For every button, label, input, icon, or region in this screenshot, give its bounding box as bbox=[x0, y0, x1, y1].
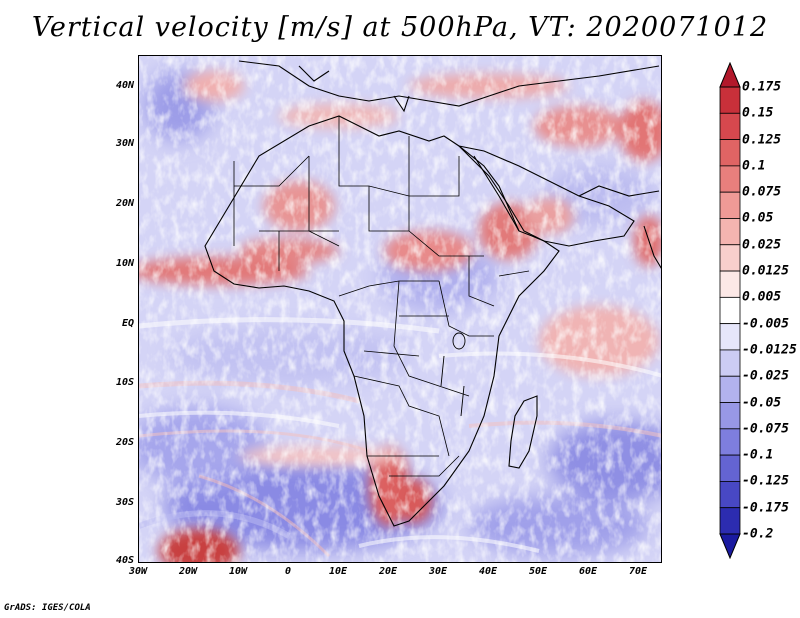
map-title: Vertical velocity [m/s] at 500hPa, VT: 2… bbox=[31, 12, 769, 43]
lat-tick-label: 40S bbox=[115, 555, 134, 566]
lat-tick-label: 20N bbox=[115, 198, 134, 209]
noise-overlay bbox=[139, 56, 661, 562]
colorbar-cell bbox=[719, 165, 741, 193]
coastlines bbox=[204, 60, 661, 527]
colorbar-cell bbox=[719, 507, 741, 535]
colorbar-label: -0.175 bbox=[742, 500, 789, 516]
colorbar-cell bbox=[719, 349, 741, 377]
lon-tick-label: 70E bbox=[628, 566, 648, 577]
colorbar-label: 0.025 bbox=[742, 237, 782, 253]
velocity-map bbox=[138, 55, 662, 563]
lon-tick-label: 60E bbox=[578, 566, 598, 577]
colorbar-cell bbox=[719, 481, 741, 509]
lat-tick-label: 10S bbox=[115, 377, 134, 388]
colorbar-label: -0.0125 bbox=[742, 342, 797, 358]
lat-tick-label: 40N bbox=[115, 80, 134, 91]
lon-tick-label: 20E bbox=[378, 566, 398, 577]
colorbar-label: 0.15 bbox=[742, 105, 774, 121]
colorbar-max-arrow bbox=[719, 62, 741, 88]
colorbar bbox=[719, 62, 741, 559]
colorbar-label: -0.075 bbox=[742, 421, 789, 437]
colorbar-label: -0.125 bbox=[742, 473, 789, 489]
colorbar-cell bbox=[719, 139, 741, 167]
colorbar-cell bbox=[719, 112, 741, 140]
colorbar-label: 0.125 bbox=[742, 132, 782, 148]
colorbar-label: -0.025 bbox=[742, 368, 789, 384]
colorbar-cell bbox=[719, 191, 741, 219]
colorbar-label: -0.1 bbox=[742, 447, 774, 463]
lat-tick-label: 10N bbox=[115, 258, 134, 269]
colorbar-cell bbox=[719, 244, 741, 272]
lon-tick-label: 10E bbox=[328, 566, 348, 577]
colorbar-label: 0.005 bbox=[742, 289, 782, 305]
lat-tick-label: EQ bbox=[121, 318, 134, 329]
colorbar-label: 0.175 bbox=[742, 79, 782, 95]
lon-tick-label: 50E bbox=[528, 566, 548, 577]
country-borders bbox=[233, 116, 530, 477]
lon-tick-label: 0 bbox=[284, 566, 292, 577]
colorbar-cell bbox=[719, 428, 741, 456]
colorbar-label: 0.05 bbox=[742, 210, 774, 226]
lon-tick-label: 30E bbox=[428, 566, 448, 577]
colorbar-cell bbox=[719, 296, 741, 325]
colorbar-label: 0.075 bbox=[742, 184, 782, 200]
colorbar-label: 0.0125 bbox=[742, 263, 789, 279]
colorbar-cell bbox=[719, 218, 741, 246]
colorbar-cell bbox=[719, 402, 741, 430]
lakes bbox=[440, 332, 466, 417]
lat-tick-label: 30N bbox=[115, 138, 134, 149]
colorbar-label: -0.005 bbox=[742, 316, 789, 332]
colorbar-min-arrow bbox=[719, 533, 741, 559]
colorbar-cell bbox=[719, 86, 741, 114]
lon-tick-label: 40E bbox=[478, 566, 498, 577]
colorbar-label: -0.05 bbox=[742, 395, 782, 411]
colorbar-cell bbox=[719, 454, 741, 482]
grads-credit: GrADS: IGES/COLA bbox=[4, 603, 91, 613]
colorbar-cell bbox=[719, 375, 741, 403]
lat-tick-label: 20S bbox=[115, 437, 134, 448]
colorbar-cell bbox=[719, 323, 741, 351]
colorbar-label: 0.1 bbox=[742, 158, 766, 174]
colorbar-label: -0.2 bbox=[742, 526, 774, 542]
colorbar-cell bbox=[719, 270, 741, 298]
lon-tick-label: 20W bbox=[178, 566, 198, 577]
lat-tick-label: 30S bbox=[115, 497, 134, 508]
lon-tick-label: 10W bbox=[228, 566, 248, 577]
lon-tick-label: 30W bbox=[128, 566, 148, 577]
velocity-field bbox=[139, 56, 661, 562]
